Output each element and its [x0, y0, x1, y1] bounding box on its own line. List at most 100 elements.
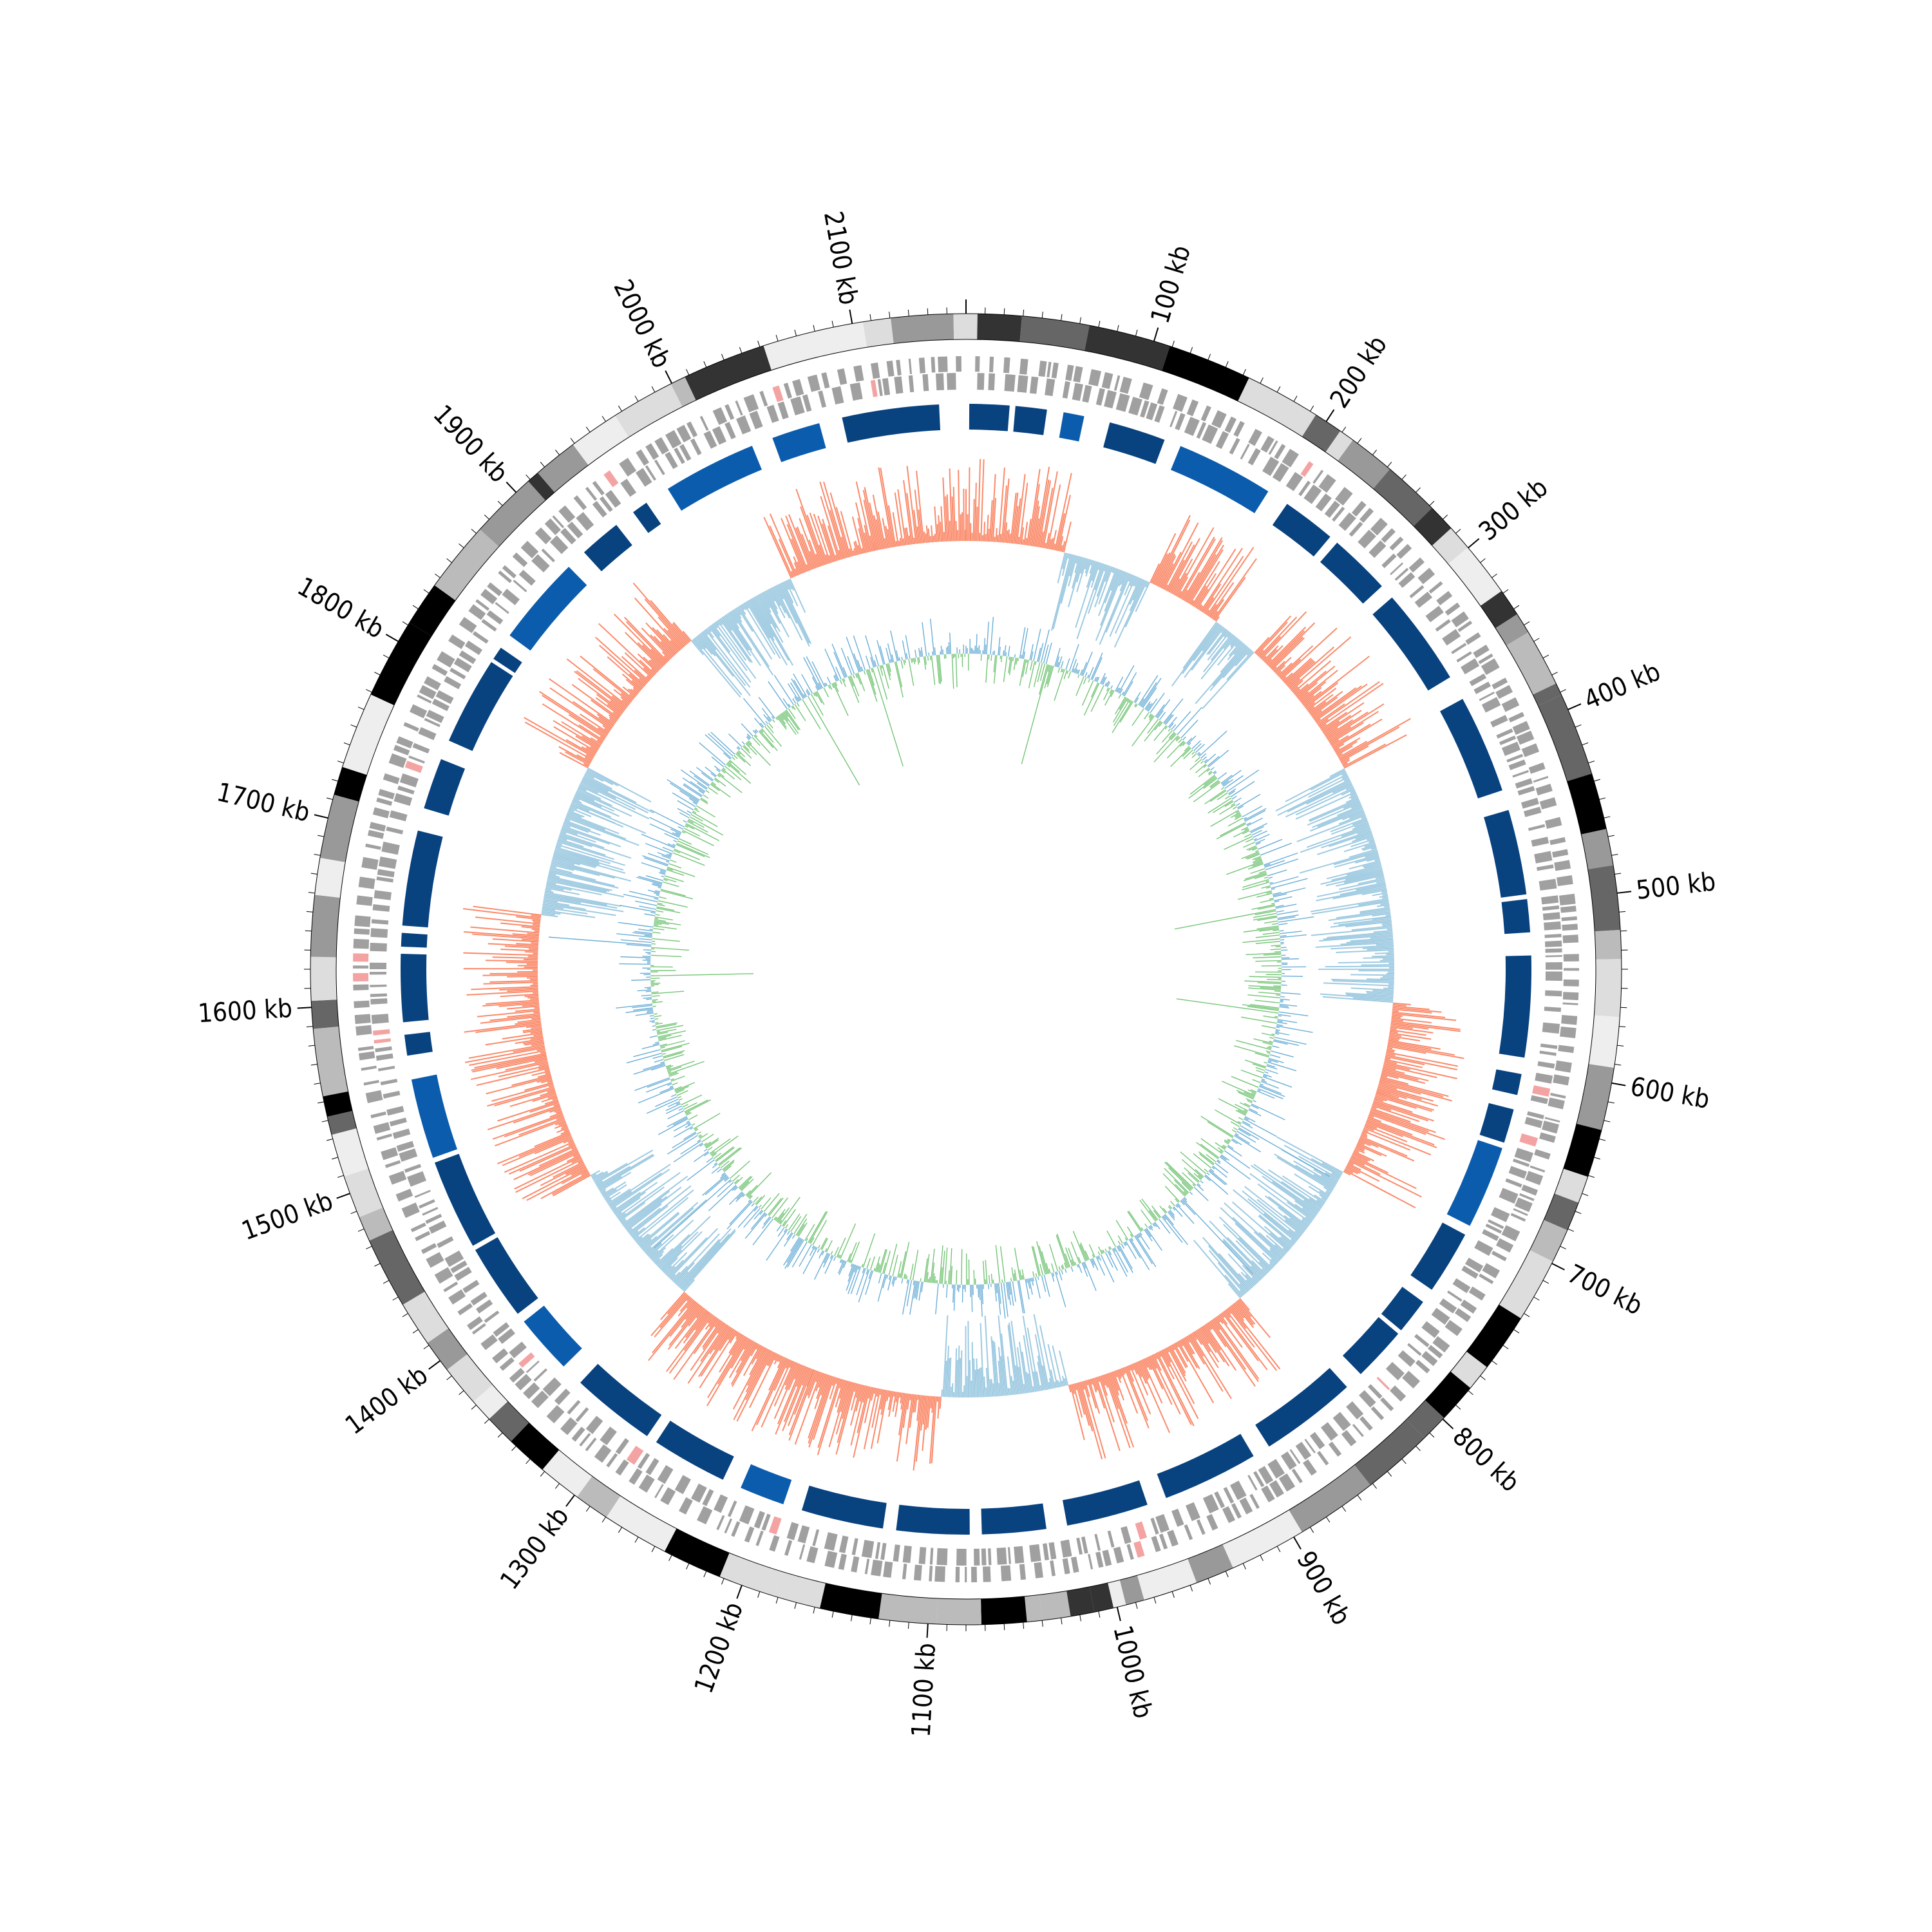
gc-bar [736, 1192, 744, 1200]
skew-bar [1319, 1190, 1329, 1198]
skew-bar [621, 699, 630, 706]
skew-bar [1251, 1277, 1258, 1284]
gc-bar [1234, 815, 1242, 820]
gc-bar [1200, 1180, 1204, 1184]
skew-bar [1235, 1240, 1269, 1274]
minor-tick [850, 1615, 853, 1622]
skew-bar [809, 551, 817, 569]
skew-bar [1266, 658, 1273, 665]
gc-bar [1245, 852, 1260, 859]
skew-bar [1211, 611, 1218, 620]
skew-bar [1090, 1378, 1093, 1385]
gc-bar [879, 665, 884, 676]
gc-bar [734, 1179, 739, 1184]
skew-bar [862, 489, 877, 551]
skew-bar [1350, 795, 1358, 800]
karyotype-band [977, 314, 1022, 342]
skew-bar [632, 1189, 694, 1240]
gene-feature [1544, 1117, 1560, 1123]
skew-bar [978, 1368, 980, 1397]
skew-bar [1225, 1309, 1255, 1348]
gc-bar [1251, 1092, 1256, 1095]
gene-feature [395, 1188, 413, 1202]
skew-bar [731, 1334, 744, 1356]
gene-feature [896, 359, 902, 376]
minor-tick [1041, 1620, 1043, 1627]
skew-bar [877, 511, 886, 549]
gc-bar [909, 1280, 916, 1315]
gc-bar [923, 1258, 928, 1282]
skew-bar [693, 1318, 719, 1354]
gene-feature [412, 743, 430, 754]
gc-bar [675, 1086, 689, 1093]
skew-bar [1375, 876, 1385, 880]
gc-bar [1230, 803, 1235, 806]
skew-bar [788, 579, 795, 591]
gc-bar [656, 1023, 677, 1029]
skew-bar [793, 562, 800, 575]
gene-feature [849, 382, 863, 401]
skew-bar [853, 542, 858, 555]
skew-bar [1322, 720, 1340, 733]
gc-bar [924, 656, 927, 665]
gc-bar [773, 1217, 777, 1220]
gc-bar [1204, 775, 1216, 786]
gc-bar [1255, 1052, 1269, 1058]
skew-bar [1265, 1195, 1308, 1229]
karyotype-band [573, 415, 629, 466]
skew-bar [1200, 1327, 1226, 1363]
gene-feature [956, 356, 961, 372]
gc-bar [620, 939, 652, 943]
skew-bar [540, 1090, 556, 1097]
gene-feature [1552, 849, 1569, 858]
skew-bar [686, 1299, 695, 1309]
skew-bar [914, 1394, 918, 1413]
skew-bar [566, 814, 606, 831]
gc-bar [1243, 817, 1247, 820]
gene-feature [1368, 1384, 1383, 1399]
gc-bar [1204, 753, 1217, 764]
gc-bar [1184, 1167, 1200, 1182]
skew-bar [645, 676, 651, 681]
skew-bar [560, 1126, 568, 1130]
gc-bar [1019, 1269, 1022, 1280]
skew-bar [1333, 916, 1392, 925]
gc-bar [652, 938, 680, 942]
skew-bar [1007, 529, 1010, 544]
skew-bar [1355, 1146, 1365, 1152]
gc-bar [688, 1114, 698, 1121]
skew-bar [1161, 551, 1182, 589]
karyotype-band [719, 1553, 782, 1596]
gc-bar [1252, 848, 1258, 851]
gc-bar [1183, 1191, 1188, 1195]
skew-bar [652, 1300, 696, 1354]
skew-bar [1057, 552, 1066, 583]
gene-feature [370, 998, 388, 1005]
skew-bar [721, 616, 733, 631]
minor-tick [1387, 462, 1392, 468]
skew-bar [1293, 1160, 1336, 1186]
minor-tick [1293, 395, 1298, 402]
gene-feature [498, 571, 512, 583]
skew-bar [513, 1045, 545, 1053]
gc-bar [652, 999, 658, 1001]
skew-bar [674, 1262, 695, 1284]
skew-bar [526, 1168, 587, 1201]
gc-bar [1131, 1237, 1134, 1242]
gc-bar [1197, 1175, 1202, 1179]
gc-bar [980, 1284, 983, 1317]
gene-feature [1285, 471, 1303, 491]
gene-feature [1473, 681, 1492, 694]
gc-bar [720, 1160, 730, 1168]
skew-bar [1317, 681, 1380, 726]
skew-bar [778, 583, 810, 647]
gc-bar [685, 1111, 690, 1115]
gene-feature [464, 640, 483, 656]
gc-bar [1112, 700, 1133, 734]
skew-bar [549, 868, 596, 881]
gc-bar [1022, 659, 1027, 677]
skew-bar [709, 1325, 730, 1354]
skew-bar [1184, 537, 1223, 601]
skew-bar [990, 473, 996, 542]
gc-bar [736, 752, 752, 766]
